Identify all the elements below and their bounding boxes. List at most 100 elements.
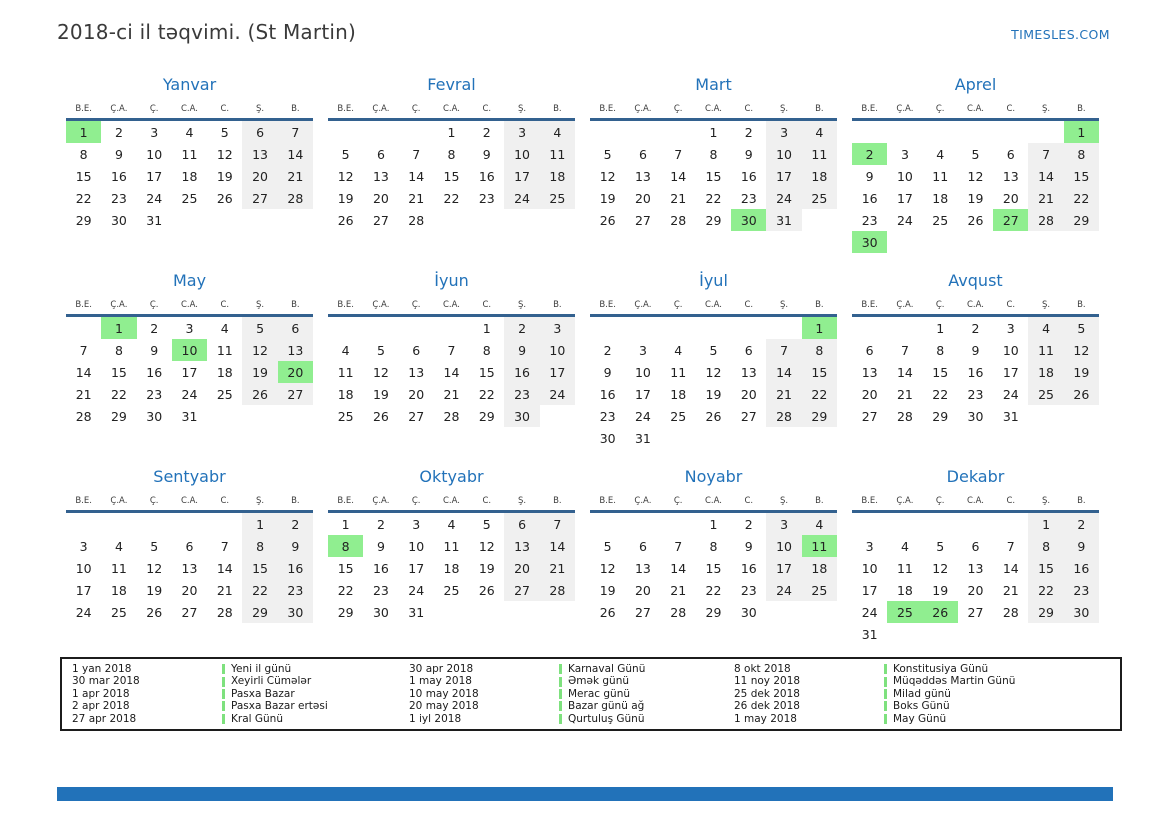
month-may: May B.E. Ç.A. Ç. C.A. C. Ş. B. 1 2 3 4 5 6 7 8 9 10 11 12 13… — [66, 271, 313, 449]
day-cell: 20 — [408, 386, 425, 402]
page-title: 2018-ci il təqvimi. (St Martin) — [57, 20, 356, 44]
holiday-day-cell: 25 — [887, 601, 923, 623]
day-cell: 16 — [599, 386, 616, 402]
legend-entry-name-text: Pasxa Bazar — [231, 687, 295, 700]
day-cell: 1 — [482, 320, 491, 336]
day-cell: 22 — [1063, 187, 1099, 209]
holiday-marker-icon — [222, 701, 225, 712]
day-cell: 3 — [900, 146, 909, 162]
legend-entry-name: Pasxa Bazar — [222, 688, 295, 700]
weekday-header: B.E. — [599, 104, 616, 114]
day-cell: 27 — [181, 604, 198, 620]
month-title: İyul — [699, 271, 728, 290]
weekday-header-row: B.E. Ç.A. Ç. C.A. C. Ş. B. — [66, 299, 313, 317]
day-cell: 21 — [408, 190, 425, 206]
day-cell: 11 — [670, 364, 687, 380]
day-cell: 22 — [242, 579, 278, 601]
day-cell: 11 — [216, 342, 233, 358]
weekday-header-row: B.E. Ç.A. Ç. C.A. C. Ş. B. — [852, 495, 1099, 513]
day-cell: 11 — [1028, 339, 1064, 361]
day-cell: 25 — [539, 187, 575, 209]
empty-cell — [958, 121, 993, 143]
day-cell: 13 — [967, 560, 984, 576]
day-cell: 8 — [482, 342, 491, 358]
empty-cell — [887, 231, 922, 253]
weekday-header: B.E. — [599, 496, 616, 506]
month-avqust: Avqust B.E. Ç.A. Ç. C.A. C. Ş. B. 1 2 3 4 5 6 7 8 9 10 11 1… — [852, 271, 1099, 449]
empty-cell — [766, 427, 801, 449]
day-cell: 25 — [670, 408, 687, 424]
month-iyul: İyul B.E. Ç.A. Ç. C.A. C. Ş. B. 1 2 3 4 5 6 7 8 9 10 11 12 1… — [590, 271, 837, 449]
day-cell: 29 — [110, 408, 127, 424]
holiday-day-cell: 11 — [801, 535, 837, 557]
day-cell: 29 — [337, 604, 354, 620]
weekday-header: Ş. — [256, 300, 265, 310]
empty-cell — [207, 405, 242, 427]
months-grid: Yanvar B.E. Ç.A. Ç. C.A. C. Ş. B. 1 2 3 4 5 6 7 8 9 10 11 1… — [66, 75, 1169, 645]
day-cell: 21 — [1028, 187, 1064, 209]
day-cell: 31 — [408, 604, 425, 620]
day-cell: 31 — [146, 212, 163, 228]
day-cell: 29 — [705, 604, 722, 620]
weekday-header: Ç.A. — [896, 496, 914, 506]
empty-cell — [802, 209, 837, 231]
weekday-header: Ç.A. — [634, 300, 652, 310]
day-cell: 7 — [1006, 538, 1015, 554]
day-cell: 12 — [372, 364, 389, 380]
day-cell: 14 — [277, 143, 313, 165]
day-cell: 2 — [376, 516, 385, 532]
day-cell: 4 — [1028, 317, 1064, 339]
empty-cell — [1064, 623, 1099, 645]
day-cell: 10 — [75, 560, 92, 576]
day-cell: 13 — [634, 560, 651, 576]
legend-entry-name-text: Yeni il günü — [231, 663, 292, 675]
day-cell: 25 — [110, 604, 127, 620]
day-cell: 15 — [705, 560, 722, 576]
day-cell: 16 — [740, 168, 757, 184]
day-cell: 12 — [146, 560, 163, 576]
day-cell: 28 — [670, 212, 687, 228]
day-cell: 24 — [75, 604, 92, 620]
day-cell: 28 — [1028, 209, 1064, 231]
day-cell: 6 — [971, 538, 980, 554]
site-link[interactable]: TIMESLES.COM — [1011, 27, 1110, 42]
day-cell: 1 — [709, 516, 718, 532]
day-cell: 1 — [242, 513, 278, 535]
weekday-header: C.A. — [704, 496, 722, 506]
empty-cell — [993, 623, 1028, 645]
empty-cell — [66, 317, 101, 339]
holiday-day-cell: 1 — [801, 317, 837, 339]
day-cell: 18 — [670, 386, 687, 402]
day-cell: 2 — [504, 317, 540, 339]
day-cell: 23 — [967, 386, 984, 402]
month-title: İyun — [434, 271, 469, 290]
day-cell: 15 — [1063, 165, 1099, 187]
day-cell: 11 — [932, 168, 949, 184]
day-cell: 17 — [766, 557, 802, 579]
day-cell: 14 — [1028, 165, 1064, 187]
holiday-marker-icon — [222, 689, 225, 700]
day-cell: 8 — [79, 146, 88, 162]
month-iyun: İyun B.E. Ç.A. Ç. C.A. C. Ş. B. 1 2 3 4 5 6 7 8 9 10 11 12 1… — [328, 271, 575, 449]
empty-cell — [625, 317, 660, 339]
holiday-day-cell: 1 — [1063, 121, 1099, 143]
empty-cell — [504, 209, 539, 231]
day-cell: 20 — [861, 386, 878, 402]
day-cell: 18 — [337, 386, 354, 402]
legend-entry-date: 30 apr 2018 — [409, 663, 474, 675]
weekday-header: C. — [744, 104, 754, 114]
day-cell: 24 — [766, 187, 802, 209]
weekday-header: Ç. — [411, 496, 421, 506]
holiday-day-cell: 1 — [66, 121, 102, 143]
legend-entry: 27 apr 2018 Kral Günü — [72, 713, 409, 725]
day-cell: 25 — [181, 190, 198, 206]
holiday-day-cell: 30 — [852, 231, 888, 253]
weekday-header: B.E. — [75, 300, 92, 310]
day-cell: 11 — [181, 146, 198, 162]
day-cell: 6 — [744, 342, 753, 358]
day-cell: 22 — [932, 386, 949, 402]
legend-entry-date: 30 mar 2018 — [72, 675, 140, 688]
weekday-header: B.E. — [861, 104, 878, 114]
legend-entry: 2 apr 2018 Pasxa Bazar ertəsi — [72, 700, 409, 712]
empty-cell — [887, 121, 922, 143]
